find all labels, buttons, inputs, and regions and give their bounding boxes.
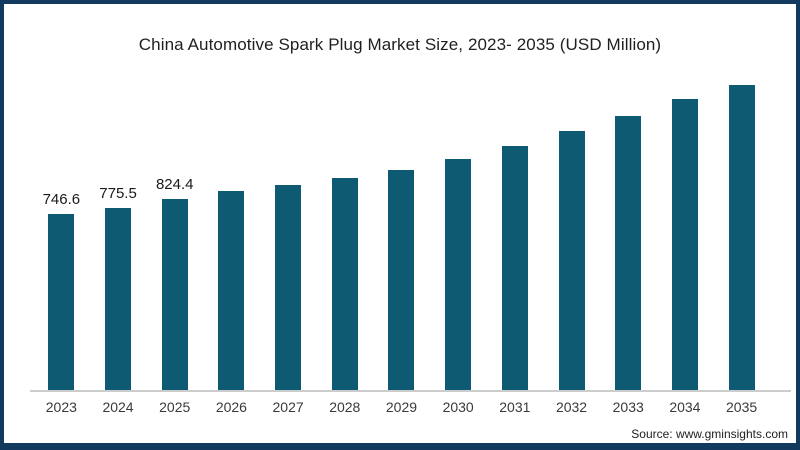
bar-value-label: 824.4 xyxy=(155,176,194,193)
bar xyxy=(388,170,415,390)
bar-group-2023: 746.6 2023 xyxy=(33,4,90,415)
bar xyxy=(105,208,132,390)
chart-title: China Automotive Spark Plug Market Size,… xyxy=(138,35,662,54)
bar xyxy=(218,191,245,390)
bar-value-label: 775.5 xyxy=(99,185,137,203)
bar-group-2035: 2035 xyxy=(713,4,770,415)
bar xyxy=(671,99,698,390)
bar-group-2032: 2032 xyxy=(543,4,600,415)
bar xyxy=(728,84,755,390)
bar xyxy=(558,131,585,390)
bar-group-2034: 2034 xyxy=(657,4,714,415)
x-axis-label: 2031 xyxy=(499,399,531,415)
bar-group-2029: 2029 xyxy=(373,4,430,415)
bar-group-2024: 775.5 2024 xyxy=(90,4,147,415)
bar-group-2030: 2030 xyxy=(430,4,487,415)
x-axis-label: 2032 xyxy=(555,399,588,415)
bar xyxy=(161,199,188,390)
bar-chart: 746.6 2023 775.5 2024 824.4 2025 2026 2027 2028 2… xyxy=(33,4,770,415)
x-axis-label: 2033 xyxy=(612,399,644,415)
bar xyxy=(445,158,472,390)
x-axis-label: 2025 xyxy=(159,399,191,415)
bar-value-label: 746.6 xyxy=(42,191,81,208)
x-axis-label: 2028 xyxy=(329,399,361,415)
x-axis-label: 2035 xyxy=(726,399,758,415)
x-axis-label: 2026 xyxy=(215,399,247,415)
bar-group-2026: 2026 xyxy=(203,4,260,415)
bar-group-2031: 2031 xyxy=(487,4,544,415)
bar-group-2025: 824.4 2025 xyxy=(146,4,203,415)
bar-group-2033: 2033 xyxy=(600,4,657,415)
bar xyxy=(501,145,528,390)
x-axis-label: 2030 xyxy=(442,399,474,415)
x-axis-label: 2024 xyxy=(102,399,134,415)
x-axis-label: 2027 xyxy=(272,399,304,415)
bar-group-2027: 2027 xyxy=(260,4,317,415)
bar-group-2028: 2028 xyxy=(316,4,373,415)
bar xyxy=(331,178,358,390)
bar xyxy=(48,214,75,390)
source-text: Source: www.gminsights.com xyxy=(631,427,788,441)
x-axis-label: 2029 xyxy=(385,399,418,415)
x-axis-label: 2034 xyxy=(669,399,701,415)
bar xyxy=(275,185,302,390)
x-axis-line xyxy=(30,390,791,392)
bar xyxy=(615,116,642,390)
x-axis-label: 2023 xyxy=(45,399,77,415)
